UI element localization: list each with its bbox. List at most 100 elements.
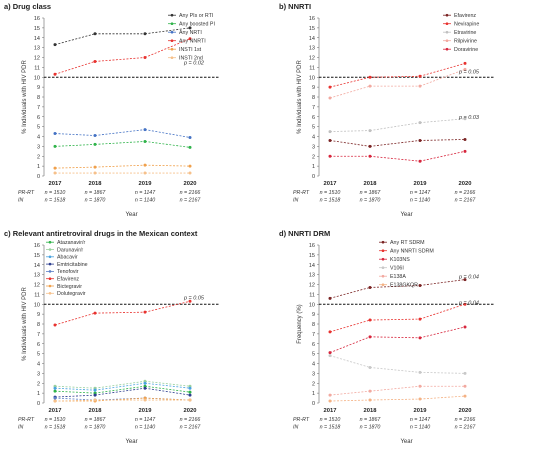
panel-2-y-tick-label: 4 [312, 135, 315, 141]
panel-1-legend-label-insti-2nd: INSTI 2nd [179, 56, 203, 62]
panel-1-y-tick-label: 4 [37, 135, 40, 141]
panel-4-x-axis-label: Year [400, 439, 412, 445]
panel-1-y-axis-label: % Individuals with HIV PDR [22, 59, 28, 133]
panel-2-sample-row-label: PR-RT [293, 190, 310, 196]
panel-2-series-rilpivirine-segment [419, 68, 466, 87]
panel-2-series-efavirenz-point [368, 144, 372, 148]
panel-3-legend-label-darunavir-r: Darunavir/r [57, 247, 83, 253]
panel-3-series-efavirenz-point [53, 323, 57, 327]
panel-1-series-insti-2nd-point [93, 171, 97, 175]
panel-2-legend-marker-rilpivirine [445, 39, 449, 42]
panel-1-y-tick-label: 13 [34, 46, 40, 52]
panel-4-series-any-rt-sdrm-segment [369, 285, 421, 288]
panel-1-sample-size: n = 1867 [85, 190, 107, 196]
panel-1-sample-size: n = 2166 [180, 190, 201, 196]
panel-3-series-dolutegravir-point [188, 398, 192, 402]
panel-3-series-abacavir-segment [94, 382, 146, 391]
panel-3-x-tick-label: 2018 [89, 408, 103, 414]
panel-2-legend-marker-doravirine [445, 47, 449, 51]
panel-2-legend-label-etravirine: Etravirine [454, 30, 476, 36]
panel-3-sample-size: n = 2167 [180, 425, 202, 431]
panel-3-series-emtricitabine-segment [94, 387, 146, 396]
panel-4-y-tick-label: 4 [312, 362, 315, 368]
panel-1-series-any-pis-or-rti-point [93, 32, 97, 36]
panel-1-legend-marker-any-nrti [170, 30, 174, 34]
panel-1-annotation: p = 0.02 [183, 60, 204, 66]
panel-3-x-axis-label: Year [125, 439, 137, 445]
panel-3-series-efavirenz-point [188, 299, 192, 303]
panel-1-series-any-nrti-segment [54, 133, 96, 136]
panel-1-legend-marker-any-boosted-pi [170, 22, 174, 26]
panel-1-y-tick-label: 2 [37, 154, 40, 160]
panel-1-legend-marker-insti-2nd [170, 56, 174, 59]
panel-3-y-tick-label: 9 [37, 312, 40, 318]
panel-4-series-k103ns-segment [419, 326, 466, 339]
panel-3-legend-marker-abacavir [48, 255, 52, 259]
panel-2-series-rilpivirine-segment [329, 85, 371, 99]
panel-1-y-tick-label: 5 [37, 125, 40, 131]
panel-1-series-any-boosted-pi-point [53, 144, 57, 148]
panel-4-x-tick-label: 2017 [324, 408, 337, 414]
panel-2-series-nevirapine-segment [419, 63, 466, 77]
panel-4-series-any-rt-sdrm-point [418, 283, 422, 287]
panel-1-series-any-nnrti-segment [94, 57, 146, 62]
panel-3-legend-label-dolutegravir: Dolutegravir [57, 291, 86, 297]
panel-2-series-doravirine-segment [419, 150, 466, 162]
panel-2-series-etravirine-point [328, 130, 332, 134]
panel-3-sample-row-label: IN [18, 425, 23, 431]
panel-4-x-tick-label: 2020 [459, 408, 472, 414]
panel-3-y-tick-label: 11 [34, 292, 40, 298]
panel-4-y-tick-label: 9 [312, 312, 315, 318]
panel-4-sample-size: n = 1518 [320, 425, 341, 431]
panel-1-series-any-nrti-segment [144, 129, 191, 138]
panel-1-series-insti-1st-segment [144, 164, 191, 167]
panel-1-legend-label-insti-1st: INSTI 1st [179, 47, 202, 53]
panel-4-legend-marker-v106i [381, 266, 385, 270]
panel-2-series-etravirine-segment [419, 118, 466, 124]
panel-2-legend-marker-etravirine [445, 30, 449, 34]
panel-4-y-tick-label: 2 [312, 381, 315, 387]
panel-3-y-tick-label: 13 [34, 273, 40, 279]
panel-4-x-tick-label: 2019 [414, 408, 428, 414]
panel-1-legend-label-any-nnrti: Any NNRTI [179, 39, 206, 45]
panel-3-x-tick-label: 2017 [49, 408, 62, 414]
panel-1-series-any-boosted-pi-segment [144, 141, 191, 148]
panel-1-sample-row-label: PR-RT [18, 190, 35, 196]
panel-4-sample-size: n = 1510 [320, 417, 341, 423]
panel-4-series-k103ns-segment [369, 336, 421, 339]
panel-4-y-tick-label: 16 [309, 243, 315, 249]
panel-4-y-tick-label: 3 [312, 371, 315, 377]
panel-3-series-dolutegravir-point [143, 398, 147, 402]
panel-2-x-tick-label: 2017 [324, 181, 337, 187]
panel-3-y-tick-label: 12 [34, 283, 40, 289]
panel-4-series-v106i-segment [369, 367, 421, 373]
panel-1-y-tick-label: 6 [37, 115, 40, 121]
panel-2-legend-label-nevirapine: Nevirapine [454, 22, 479, 28]
panel-4-series-k103ns-point [328, 351, 332, 355]
panel-1-sample-size: n = 1518 [45, 198, 66, 204]
panel-4-sample-size: n = 2166 [455, 417, 476, 423]
panel-4-series-e138a-point [463, 384, 467, 388]
panel-4-series-e138a-segment [369, 385, 421, 392]
panel-2-y-tick-label: 15 [309, 26, 315, 32]
panel-4-title: d) NNRTI DRM [279, 229, 330, 238]
panel-1-sample-size: n = 1147 [135, 190, 156, 196]
panel-1-x-tick-label: 2017 [49, 181, 62, 187]
panel-3-series-emtricitabine-point [93, 393, 97, 397]
panel-2-y-tick-label: 7 [312, 105, 315, 111]
panel-2-y-tick-label: 9 [312, 85, 315, 91]
panel-2-y-tick-label: 12 [309, 56, 315, 62]
panel-1-series-any-pis-or-rti-segment [144, 27, 191, 35]
panel-1-series-any-nrti-point [53, 132, 57, 136]
panel-3-series-bictegravir-segment [144, 397, 191, 401]
panel-1-series-insti-1st-point [188, 164, 192, 168]
panel-1-series-any-nnrti-point [188, 37, 192, 41]
panel-4-y-tick-label: 0 [312, 401, 315, 407]
panel-2-series-doravirine-point [463, 149, 467, 153]
panel-2-annotation: p = 0.05 [458, 69, 480, 75]
panel-3-series-abacavir-point [93, 388, 97, 392]
panel-4-y-tick-label: 13 [309, 273, 315, 279]
panel-2-y-tick-label: 3 [312, 144, 315, 150]
panel-3-series-bictegravir-segment [94, 397, 146, 402]
